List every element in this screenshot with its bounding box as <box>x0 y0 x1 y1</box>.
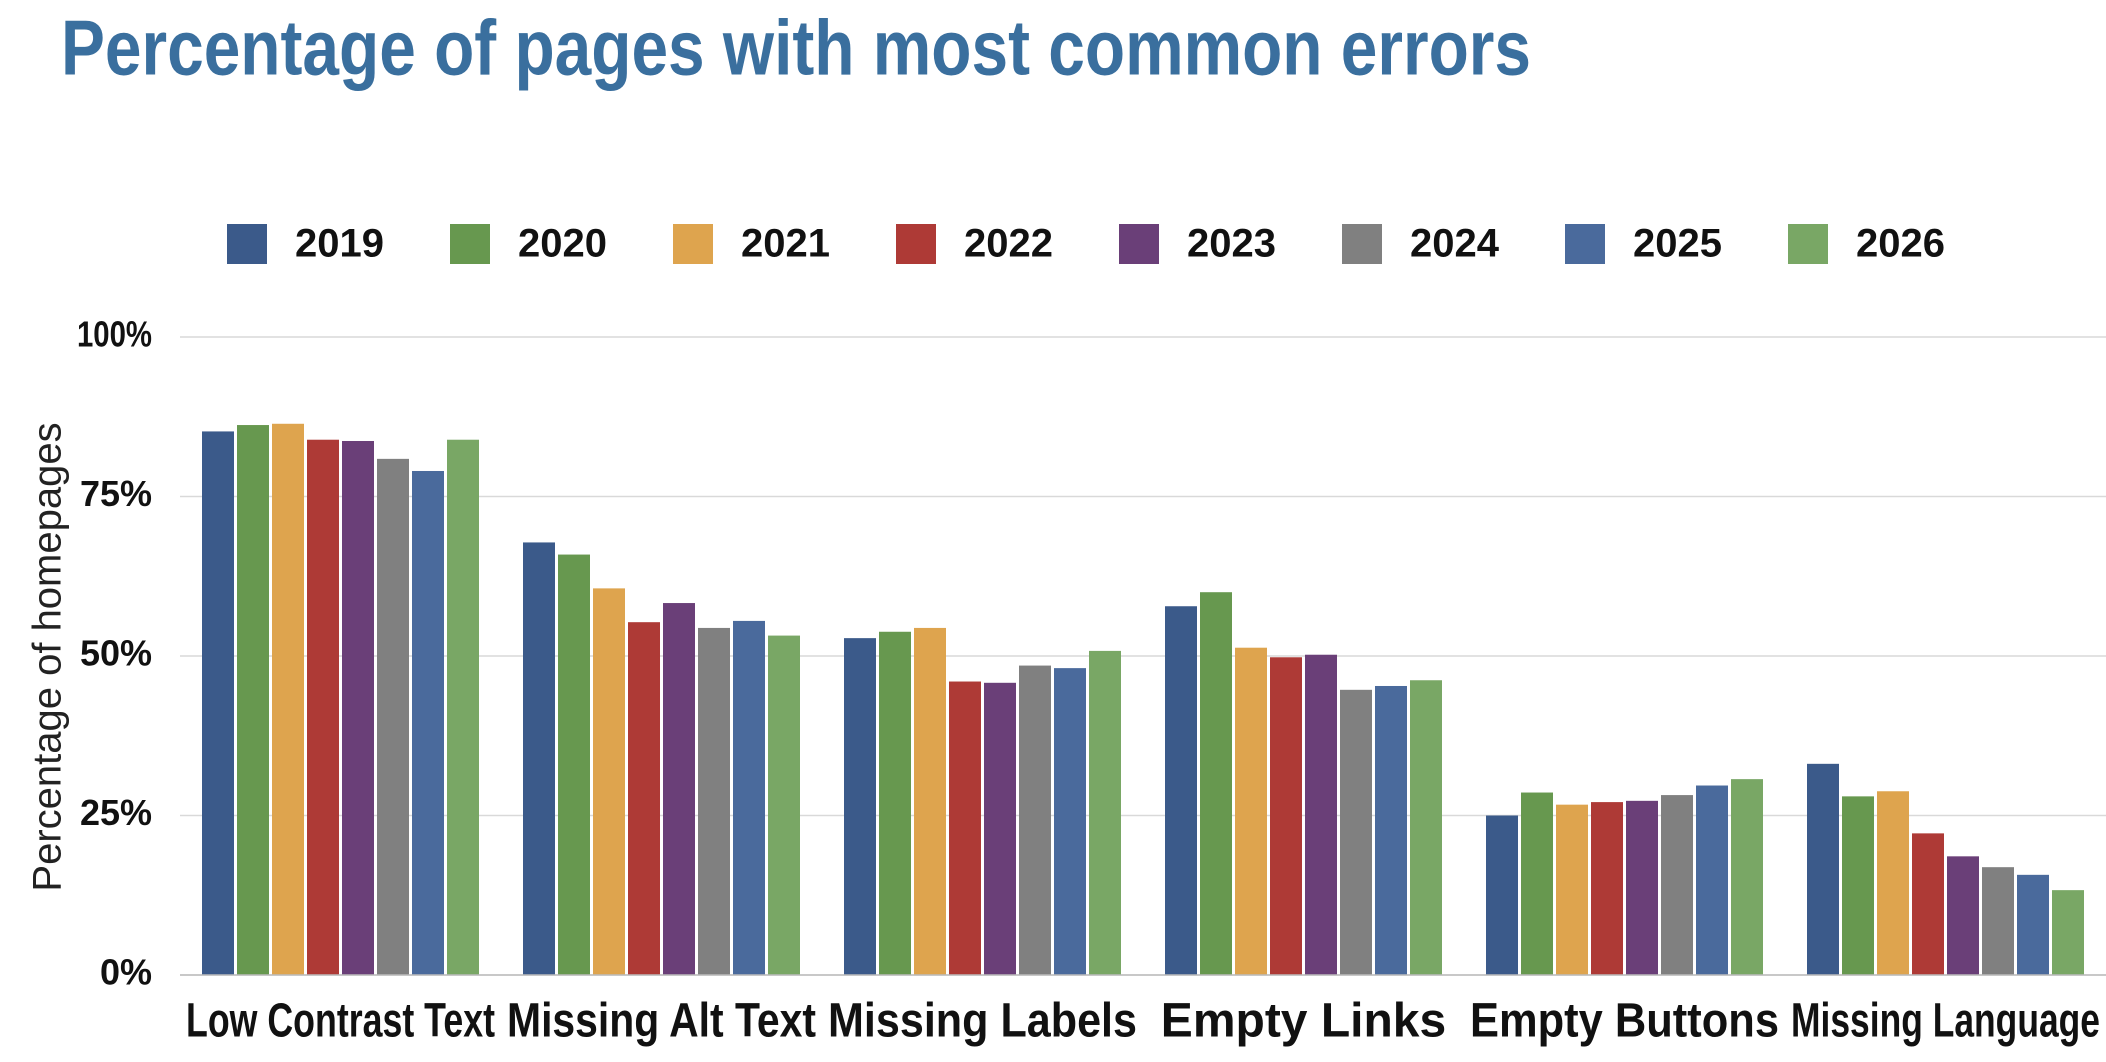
bar <box>698 627 730 975</box>
bar <box>984 682 1016 975</box>
legend-label: 2019 <box>295 222 384 266</box>
legend-swatch <box>896 224 936 264</box>
bar <box>2017 874 2049 975</box>
legend-label: 2026 <box>1856 222 1945 266</box>
bar <box>1235 647 1267 975</box>
bar <box>377 458 409 975</box>
legend-label: 2025 <box>1633 222 1722 266</box>
bar <box>1340 689 1372 975</box>
bar <box>1054 668 1086 975</box>
bar <box>558 554 590 975</box>
bar <box>1982 867 2014 975</box>
bar <box>768 635 800 975</box>
bar <box>879 631 911 975</box>
bar <box>1521 792 1553 975</box>
legend-swatch <box>673 224 713 264</box>
legend-label: 2024 <box>1410 222 1500 266</box>
bar <box>1019 665 1051 975</box>
bar <box>1200 592 1232 975</box>
y-tick-label: 25% <box>80 792 152 833</box>
bar <box>1842 796 1874 975</box>
bar <box>1731 779 1763 975</box>
bar <box>1305 654 1337 975</box>
y-tick-label: 75% <box>80 473 152 514</box>
bar <box>2052 890 2084 975</box>
bar <box>1947 856 1979 975</box>
bar <box>949 681 981 975</box>
bar <box>1661 795 1693 975</box>
bar <box>307 439 339 975</box>
x-tick-label: Empty Buttons <box>1470 995 1779 1048</box>
legend-swatch <box>1565 224 1605 264</box>
x-tick-label: Low Contrast Text <box>186 995 495 1048</box>
bar <box>1165 606 1197 975</box>
bar <box>202 431 234 975</box>
bar <box>237 425 269 975</box>
bar <box>1270 657 1302 975</box>
bar <box>1486 815 1518 975</box>
bar <box>447 439 479 975</box>
y-tick-label: 100% <box>77 314 152 355</box>
bar <box>1556 804 1588 975</box>
bar <box>1591 802 1623 975</box>
x-tick-label: Missing Labels <box>828 995 1137 1048</box>
bar <box>844 638 876 975</box>
bar <box>523 542 555 975</box>
bar <box>663 603 695 975</box>
bar <box>1877 791 1909 975</box>
bar <box>914 627 946 975</box>
legend-swatch <box>1788 224 1828 264</box>
legend-label: 2023 <box>1187 222 1276 266</box>
y-axis-title: Percentage of homepages <box>26 422 70 891</box>
bar <box>1807 763 1839 975</box>
bar <box>412 470 444 975</box>
bar <box>628 622 660 975</box>
y-tick-label: 50% <box>80 633 152 674</box>
legend-swatch <box>450 224 490 264</box>
x-tick-label: Empty Links <box>1161 995 1446 1048</box>
legend-swatch <box>1342 224 1382 264</box>
legend-swatch <box>1119 224 1159 264</box>
bar <box>593 588 625 975</box>
legend-label: 2022 <box>964 222 1053 266</box>
y-tick-label: 0% <box>100 952 152 993</box>
bar <box>1912 833 1944 975</box>
chart-title: Percentage of pages with most common err… <box>61 4 1531 92</box>
bar <box>1626 800 1658 975</box>
bar <box>733 620 765 975</box>
x-tick-label: Missing Alt Text <box>507 995 816 1048</box>
bar <box>342 440 374 975</box>
legend-label: 2020 <box>518 222 607 266</box>
bar <box>1696 785 1728 975</box>
legend-label: 2021 <box>741 222 830 266</box>
bar <box>1375 685 1407 975</box>
x-tick-label: Missing Language <box>1791 995 2100 1048</box>
legend-swatch <box>227 224 267 264</box>
bar <box>1089 650 1121 975</box>
bar <box>272 423 304 975</box>
bar <box>1410 680 1442 975</box>
